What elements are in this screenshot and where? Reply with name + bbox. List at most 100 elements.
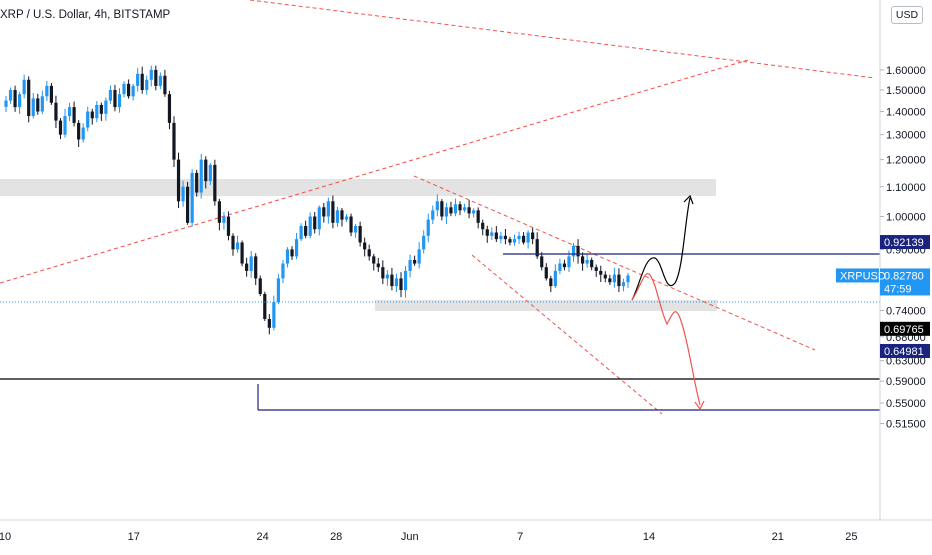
candle xyxy=(562,259,567,271)
candle xyxy=(481,219,485,236)
price-axis[interactable]: 1.60000 1.50000 1.40000 1.30000 1.20000 1.100… xyxy=(879,0,932,520)
x-tick-label: 17 xyxy=(128,531,140,543)
candle xyxy=(163,69,167,97)
candle xyxy=(603,271,607,283)
candle xyxy=(444,202,448,225)
candle xyxy=(544,263,548,281)
candle xyxy=(263,291,267,321)
x-tick-label: 24 xyxy=(256,531,268,543)
candle xyxy=(331,195,335,229)
y-tick-label: 1.10000 xyxy=(886,182,926,194)
candle xyxy=(344,214,349,222)
candle xyxy=(580,252,585,271)
candle xyxy=(340,208,344,227)
candle xyxy=(376,258,380,272)
candle xyxy=(458,201,462,216)
candle xyxy=(449,201,453,217)
candle xyxy=(453,198,458,217)
candle xyxy=(149,65,153,87)
candle xyxy=(222,212,226,230)
time-axis[interactable]: 10 17 24 28 Jun 7 14 21 25 xyxy=(0,519,932,550)
candle xyxy=(304,220,308,239)
candle xyxy=(308,212,312,239)
candle xyxy=(95,101,99,123)
candle xyxy=(313,211,317,234)
candle xyxy=(408,254,412,278)
candle xyxy=(281,260,285,284)
candle xyxy=(317,205,321,236)
x-tick-label: 7 xyxy=(517,531,523,543)
price-tag-0.64981: 0.64981 xyxy=(880,343,930,358)
candle xyxy=(413,255,417,266)
channel-bottom-trendline xyxy=(471,254,663,415)
candle xyxy=(367,244,371,261)
candle xyxy=(45,80,49,101)
candle xyxy=(249,250,253,278)
candle xyxy=(517,231,521,244)
candle xyxy=(403,265,408,298)
candle xyxy=(104,97,108,121)
bearish-arrow-icon xyxy=(694,400,705,411)
candle xyxy=(508,236,512,246)
candle xyxy=(145,75,149,95)
candle xyxy=(40,90,44,115)
price-tag-0.92139: 0.92139 xyxy=(880,235,930,250)
x-tick-label: Jun xyxy=(401,531,419,543)
candle xyxy=(235,235,240,253)
candle xyxy=(326,197,330,224)
candle xyxy=(612,267,616,288)
candle xyxy=(494,226,498,243)
candle xyxy=(140,66,144,94)
y-tick-label: 0.63000 xyxy=(886,356,926,368)
candle xyxy=(485,225,489,243)
candle xyxy=(49,83,54,105)
resistance-zone xyxy=(0,179,716,196)
candle xyxy=(208,162,212,186)
candle xyxy=(77,120,81,147)
trendlines-layer xyxy=(0,0,876,415)
currency-button[interactable]: USD xyxy=(891,6,923,24)
x-tick-label: 28 xyxy=(330,531,342,543)
bullish-arrow-icon xyxy=(683,194,694,205)
candle xyxy=(240,240,244,267)
candle xyxy=(394,273,399,292)
candle xyxy=(117,88,122,113)
candle xyxy=(4,95,8,112)
projection-layer xyxy=(631,194,705,411)
channel-top-trendline xyxy=(413,175,816,351)
candle xyxy=(490,227,494,240)
candle xyxy=(31,92,35,119)
candle xyxy=(58,118,63,140)
candle xyxy=(276,273,281,305)
candle xyxy=(540,252,544,271)
y-tick-label: 0.59000 xyxy=(886,376,926,388)
chart-title: XRP / U.S. Dollar, 4h, BITSTAMP xyxy=(0,8,174,22)
candle xyxy=(131,83,135,101)
y-tick-label: 1.20000 xyxy=(886,155,926,167)
candle xyxy=(381,260,385,285)
candle xyxy=(267,314,271,335)
candle xyxy=(272,295,276,331)
candle xyxy=(599,265,603,283)
candle xyxy=(254,253,258,286)
candle xyxy=(285,247,290,268)
bullish-projection-path xyxy=(631,197,691,301)
candle xyxy=(299,223,303,242)
candle xyxy=(431,205,435,225)
candle xyxy=(172,116,176,168)
candle xyxy=(195,169,199,197)
candle xyxy=(126,79,131,99)
candle xyxy=(399,272,403,298)
candle xyxy=(217,198,221,231)
support-zone xyxy=(375,300,717,311)
candle xyxy=(440,199,444,221)
candle xyxy=(390,267,394,291)
y-tick-label: 1.00000 xyxy=(886,212,926,224)
candle xyxy=(231,233,235,256)
candle xyxy=(86,106,90,132)
candle xyxy=(372,253,376,271)
candle xyxy=(590,257,594,271)
